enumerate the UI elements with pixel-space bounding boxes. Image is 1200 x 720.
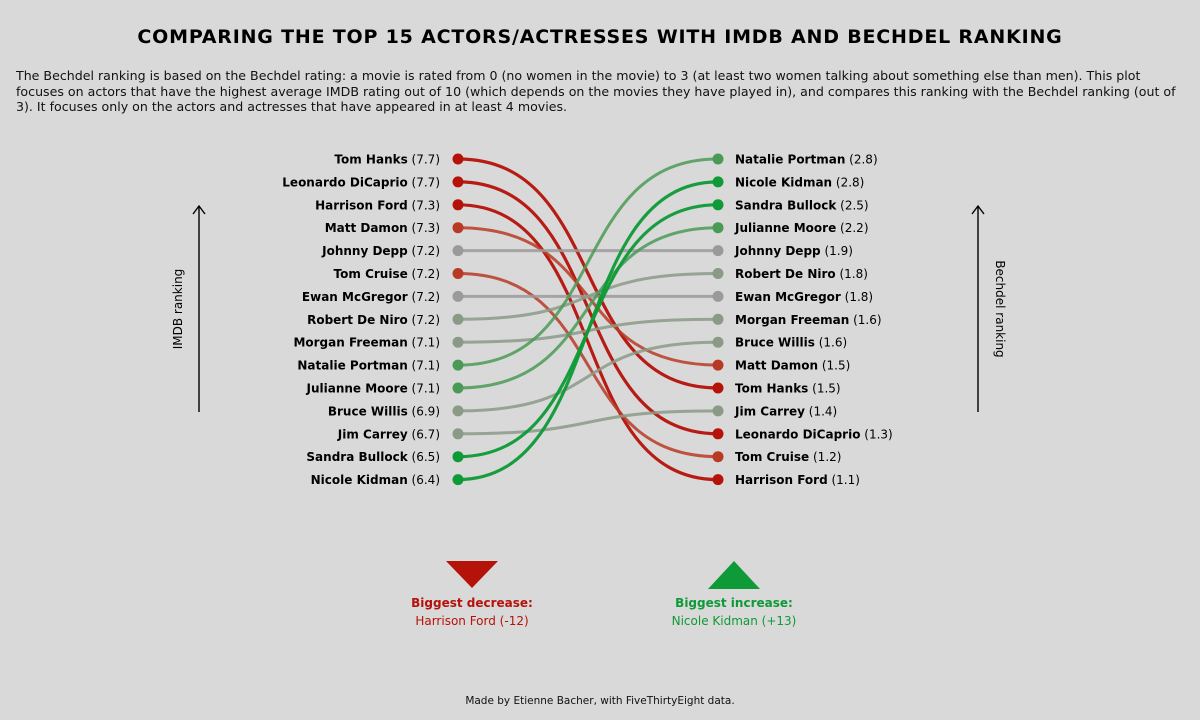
- left-label-ewan-mcgregor: Ewan McGregor (7.2): [302, 290, 440, 304]
- right-label-jim-carrey: Jim Carrey (1.4): [734, 404, 837, 418]
- biggest-increase-label: Biggest increase:: [675, 596, 793, 610]
- right-label-bruce-willis: Bruce Willis (1.6): [735, 336, 847, 350]
- right-point-matt-damon: [712, 359, 724, 371]
- slope-line-julianne-moore: [456, 226, 720, 390]
- right-label-leonardo-dicaprio: Leonardo DiCaprio (1.3): [735, 427, 893, 441]
- right-label-sandra-bullock: Sandra Bullock (2.5): [735, 198, 869, 212]
- left-label-morgan-freeman: Morgan Freeman (7.1): [293, 336, 440, 350]
- slope-line-nicole-kidman: [456, 180, 720, 482]
- left-point-johnny-depp: [452, 245, 464, 257]
- left-label-nicole-kidman: Nicole Kidman (6.4): [311, 473, 440, 487]
- right-point-jim-carrey: [712, 405, 724, 417]
- right-point-harrison-ford: [712, 474, 724, 486]
- slope-line-tom-cruise: [456, 272, 720, 459]
- right-point-nicole-kidman: [712, 176, 724, 188]
- left-point-julianne-moore: [452, 382, 464, 394]
- left-point-nicole-kidman: [452, 474, 464, 486]
- left-label-julianne-moore: Julianne Moore (7.1): [306, 382, 441, 396]
- biggest-decrease-value: Harrison Ford (-12): [415, 614, 528, 628]
- left-label-harrison-ford: Harrison Ford (7.3): [315, 198, 440, 212]
- right-point-johnny-depp: [712, 245, 724, 257]
- left-label-johnny-depp: Johnny Depp (7.2): [321, 244, 440, 258]
- left-point-morgan-freeman: [452, 336, 464, 348]
- left-point-robert-de-niro: [452, 313, 464, 325]
- left-label-natalie-portman: Natalie Portman (7.1): [297, 359, 440, 373]
- left-point-harrison-ford: [452, 199, 464, 211]
- decrease-triangle-icon: [446, 561, 498, 588]
- right-point-julianne-moore: [712, 222, 724, 234]
- right-point-tom-hanks: [712, 382, 724, 394]
- left-axis-arrowhead: [192, 204, 206, 215]
- right-label-julianne-moore: Julianne Moore (2.2): [734, 221, 869, 235]
- left-label-tom-hanks: Tom Hanks (7.7): [334, 153, 440, 167]
- right-point-leonardo-dicaprio: [712, 428, 724, 440]
- right-point-morgan-freeman: [712, 313, 724, 325]
- left-label-leonardo-dicaprio: Leonardo DiCaprio (7.7): [282, 175, 440, 189]
- right-label-tom-cruise: Tom Cruise (1.2): [735, 450, 841, 464]
- left-label-jim-carrey: Jim Carrey (6.7): [337, 427, 440, 441]
- right-point-robert-de-niro: [712, 268, 724, 279]
- chart-subtitle: The Bechdel ranking is based on the Bech…: [16, 68, 1176, 114]
- biggest-decrease-label: Biggest decrease:: [411, 596, 533, 610]
- left-label-bruce-willis: Bruce Willis (6.9): [328, 404, 440, 418]
- biggest-increase-value: Nicole Kidman (+13): [672, 614, 797, 628]
- right-axis-arrowhead: [971, 204, 985, 215]
- left-point-sandra-bullock: [452, 451, 464, 463]
- caption: Made by Etienne Bacher, with FiveThirtyE…: [465, 695, 735, 707]
- right-point-natalie-portman: [712, 153, 724, 165]
- right-label-matt-damon: Matt Damon (1.5): [735, 359, 850, 373]
- left-label-matt-damon: Matt Damon (7.3): [325, 221, 440, 235]
- left-point-tom-hanks: [452, 153, 464, 165]
- slope-line-tom-hanks: [456, 157, 720, 390]
- right-point-ewan-mcgregor: [712, 290, 724, 302]
- right-label-natalie-portman: Natalie Portman (2.8): [735, 153, 878, 167]
- left-label-tom-cruise: Tom Cruise (7.2): [334, 267, 440, 281]
- slope-line-harrison-ford: [456, 203, 720, 482]
- right-point-sandra-bullock: [712, 199, 724, 211]
- chart-title: COMPARING THE TOP 15 ACTORS/ACTRESSES WI…: [137, 26, 1063, 48]
- left-point-bruce-willis: [452, 405, 464, 417]
- slope-line-robert-de-niro: [456, 272, 720, 321]
- right-label-robert-de-niro: Robert De Niro (1.8): [735, 267, 868, 281]
- left-label-robert-de-niro: Robert De Niro (7.2): [307, 313, 440, 327]
- slope-line-bruce-willis: [456, 340, 720, 413]
- slope-line-natalie-portman: [456, 157, 720, 367]
- left-label-sandra-bullock: Sandra Bullock (6.5): [306, 450, 440, 464]
- left-point-jim-carrey: [452, 428, 464, 440]
- slope-line-jim-carrey: [456, 409, 720, 436]
- right-axis-label: Bechdel ranking: [993, 260, 1007, 357]
- left-axis-label: IMDB ranking: [171, 269, 185, 350]
- right-label-johnny-depp: Johnny Depp (1.9): [734, 244, 853, 258]
- right-point-bruce-willis: [712, 336, 724, 348]
- right-label-morgan-freeman: Morgan Freeman (1.6): [735, 313, 882, 327]
- right-label-nicole-kidman: Nicole Kidman (2.8): [735, 175, 864, 189]
- left-point-matt-damon: [452, 222, 464, 234]
- left-point-ewan-mcgregor: [452, 290, 464, 302]
- left-point-tom-cruise: [452, 268, 464, 279]
- left-point-leonardo-dicaprio: [452, 176, 464, 188]
- right-point-tom-cruise: [712, 451, 724, 463]
- right-label-harrison-ford: Harrison Ford (1.1): [735, 473, 860, 487]
- left-point-natalie-portman: [452, 359, 464, 371]
- right-label-tom-hanks: Tom Hanks (1.5): [735, 382, 841, 396]
- increase-triangle-icon: [708, 561, 760, 589]
- right-label-ewan-mcgregor: Ewan McGregor (1.8): [735, 290, 873, 304]
